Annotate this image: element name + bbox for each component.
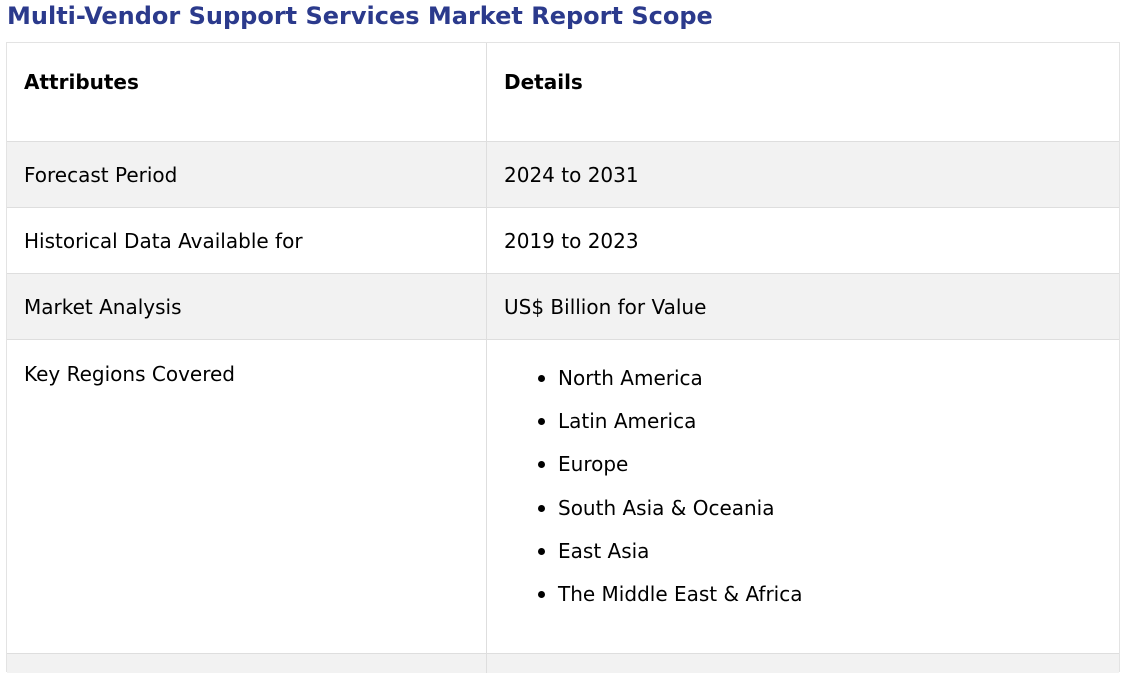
bullet-icon xyxy=(538,418,545,426)
page-title: Multi-Vendor Support Services Market Rep… xyxy=(7,2,713,30)
region-label: East Asia xyxy=(558,538,650,563)
table-row: Market Analysis US$ Billion for Value xyxy=(7,274,1119,340)
list-item: Europe xyxy=(538,452,802,495)
attribute-label: Key Regions Covered xyxy=(24,362,235,386)
attribute-cell: Forecast Period xyxy=(7,142,487,207)
detail-cell: 2024 to 2031 xyxy=(487,142,1119,207)
attribute-cell: Historical Data Available for xyxy=(7,208,487,273)
region-label: Latin America xyxy=(558,409,697,434)
header-cell-attributes: Attributes xyxy=(7,43,487,141)
detail-value: US$ Billion for Value xyxy=(504,295,707,319)
report-scope-table: Attributes Details Forecast Period 2024 … xyxy=(6,42,1120,673)
table-row-partial xyxy=(7,654,1119,673)
detail-cell: US$ Billion for Value xyxy=(487,274,1119,339)
region-label: South Asia & Oceania xyxy=(558,495,775,520)
list-item: East Asia xyxy=(538,539,802,582)
bullet-icon xyxy=(538,547,545,555)
list-item: The Middle East & Africa xyxy=(538,582,802,625)
attribute-label: Historical Data Available for xyxy=(24,229,303,253)
bullet-icon xyxy=(538,504,545,512)
table-header-row: Attributes Details xyxy=(7,43,1119,142)
detail-value: 2019 to 2023 xyxy=(504,229,639,253)
header-details-label: Details xyxy=(504,70,583,94)
table-row: Key Regions Covered North America Latin … xyxy=(7,340,1119,654)
attribute-label: Market Analysis xyxy=(24,295,182,319)
detail-cell: North America Latin America Europe South… xyxy=(487,340,1119,653)
table-row: Historical Data Available for 2019 to 20… xyxy=(7,208,1119,274)
region-label: Europe xyxy=(558,452,629,477)
bullet-icon xyxy=(538,590,545,598)
list-item: Latin America xyxy=(538,409,802,452)
header-attributes-label: Attributes xyxy=(24,70,139,94)
regions-list: North America Latin America Europe South… xyxy=(538,366,802,625)
attribute-cell: Market Analysis xyxy=(7,274,487,339)
attribute-label: Forecast Period xyxy=(24,163,178,187)
region-label: The Middle East & Africa xyxy=(558,581,803,606)
table-row: Forecast Period 2024 to 2031 xyxy=(7,142,1119,208)
list-item: South Asia & Oceania xyxy=(538,496,802,539)
header-cell-details: Details xyxy=(487,43,1119,141)
attribute-cell xyxy=(7,654,487,673)
detail-cell: 2019 to 2023 xyxy=(487,208,1119,273)
region-label: North America xyxy=(558,366,703,390)
bullet-icon xyxy=(538,375,545,382)
bullet-icon xyxy=(538,461,545,469)
list-item: North America xyxy=(538,366,802,409)
detail-value: 2024 to 2031 xyxy=(504,163,639,187)
attribute-cell: Key Regions Covered xyxy=(7,340,487,653)
